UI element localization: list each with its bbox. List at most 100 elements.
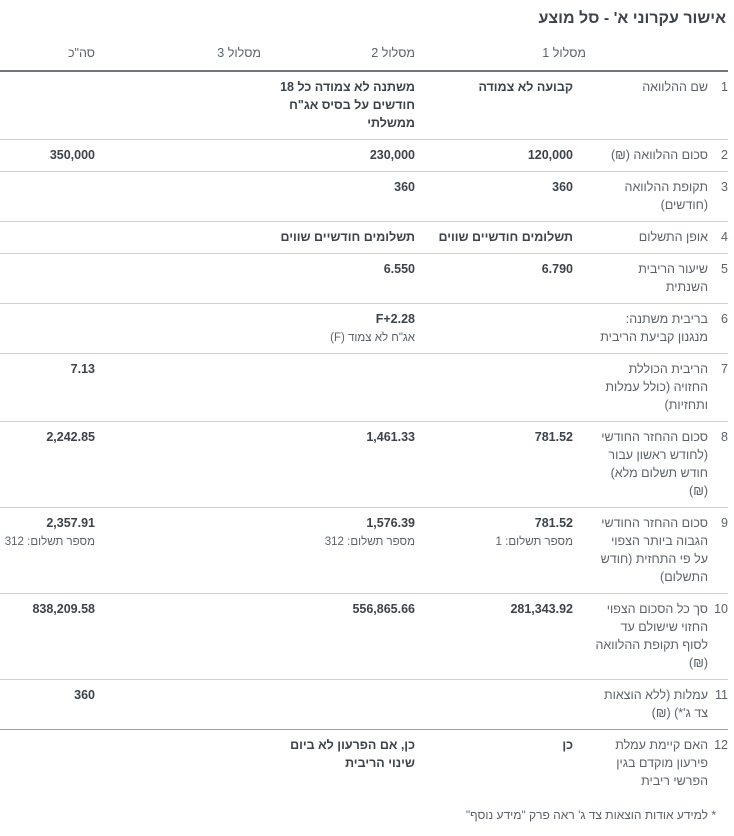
cell-track2: משתנה לא צמודה כל 18 חודשים על בסיס אג"ח… (261, 72, 415, 139)
cell-track2: F+2.28 אג"ח לא צמוד (F) (261, 304, 415, 353)
column-header-track2: מסלול 2 (371, 46, 415, 60)
cell-total (0, 72, 95, 85)
row-label: סכום ההחזר החודשי (לחודש ראשון עבור חודש… (601, 430, 708, 498)
cell-track1 (415, 304, 586, 317)
cell-value: 1,461.33 (366, 430, 415, 444)
row-label-cell: 7 הריבית הכוללת החזויה (כולל עמלות ותחזיו… (586, 354, 728, 421)
cell-value: 281,343.92 (510, 602, 573, 616)
cell-track2: 360 (261, 172, 415, 203)
cell-total: 350,000 (0, 140, 95, 171)
row-number: 4 (721, 230, 728, 244)
table-row: 2 סכום ההלוואה (₪) 120,000 230,000 350,000 (0, 140, 728, 172)
column-header-track3: מסלול 3 (217, 46, 261, 60)
cell-total (0, 730, 95, 743)
cell-total (0, 172, 95, 185)
row-label: שיעור הריבית השנתית (638, 262, 708, 294)
cell-value: משתנה לא צמודה כל 18 חודשים על בסיס אג"ח… (280, 80, 415, 130)
row-number: 9 (721, 516, 728, 530)
cell-track1: 781.52 מספר תשלום: 1 (415, 508, 586, 557)
cell-track1: 781.52 (415, 422, 586, 453)
cell-track1 (415, 354, 586, 367)
cell-track3 (95, 594, 261, 607)
row-label: הריבית הכוללת החזויה (כולל עמלות ותחזיות… (605, 362, 708, 412)
cell-subvalue: מספר תשלום: 312 (324, 536, 415, 548)
table-row: 3 תקופת ההלוואה (חודשים) 360 360 (0, 172, 728, 222)
cell-track2: כן, אם הפרעון לא ביום שינוי הריבית (261, 730, 415, 779)
row-number: 6 (721, 312, 728, 326)
row-label: סכום ההלוואה (₪) (611, 148, 708, 162)
table-row: 11 עמלות (ללא הוצאות צד ג'*) (₪) 360 (0, 680, 728, 730)
page-title: אישור עקרוני א' - סל מוצע (538, 10, 726, 27)
cell-track1: 6.790 (415, 254, 586, 285)
row-label: סכום ההחזר החודשי הגבוה ביותר הצפוי על פ… (600, 516, 708, 584)
cell-track3 (95, 354, 261, 367)
cell-value: 781.52 (534, 516, 573, 530)
cell-track3 (95, 680, 261, 693)
cell-track3 (95, 508, 261, 521)
table-row: 5 שיעור הריבית השנתית 6.790 6.550 (0, 254, 728, 304)
row-number: 8 (721, 430, 728, 444)
column-header-track1: מסלול 1 (542, 46, 586, 60)
cell-value: 7.13 (70, 362, 95, 376)
cell-track1: 360 (415, 172, 586, 203)
cell-total (0, 254, 95, 267)
cell-value: 350,000 (49, 148, 95, 162)
cell-track1: 281,343.92 (415, 594, 586, 625)
footnote: * למידע אודות הוצאות צד ג' ראה פרק "מידע… (465, 808, 716, 822)
cell-track3 (95, 422, 261, 435)
cell-track2: 1,576.39 מספר תשלום: 312 (261, 508, 415, 557)
row-label: תקופת ההלוואה (חודשים) (624, 180, 708, 212)
cell-value: כן (562, 738, 573, 752)
cell-track3 (95, 140, 261, 153)
column-header-spacer (586, 44, 728, 52)
cell-value: 6.790 (541, 262, 573, 276)
cell-value: קבועה לא צמודה (478, 80, 573, 94)
cell-track1: כן (415, 730, 586, 761)
row-number: 1 (721, 80, 728, 94)
row-label: שם ההלוואה (642, 80, 708, 94)
cell-value: 838,209.58 (32, 602, 95, 616)
cell-value: 2,357.91 (46, 516, 95, 530)
cell-value: 1,576.39 (366, 516, 415, 530)
table-row: 8 סכום ההחזר החודשי (לחודש ראשון עבור חוד… (0, 422, 728, 508)
cell-value: תשלומים חודשיים שווים (280, 230, 415, 244)
cell-value: 556,865.66 (352, 602, 415, 616)
row-label-cell: 5 שיעור הריבית השנתית (586, 254, 728, 303)
cell-value: 360 (74, 688, 95, 702)
cell-value: 230,000 (369, 148, 415, 162)
cell-track2: 6.550 (261, 254, 415, 285)
table-row: 12 האם קיימת עמלת פירעון מוקדם בגין הפרשי… (0, 730, 728, 797)
column-header-total: סה"כ (68, 46, 95, 60)
cell-value: F+2.28 (375, 312, 415, 326)
cell-total (0, 304, 95, 317)
row-label-cell: 8 סכום ההחזר החודשי (לחודש ראשון עבור חוד… (586, 422, 728, 507)
table-header: מסלול 1 מסלול 2 מסלול 3 סה"כ (0, 44, 728, 72)
cell-total: 2,242.85 (0, 422, 95, 453)
cell-total (0, 222, 95, 235)
row-label-cell: 2 סכום ההלוואה (₪) (586, 140, 728, 171)
cell-track2: 1,461.33 (261, 422, 415, 453)
cell-value: 6.550 (383, 262, 415, 276)
row-number: 3 (721, 180, 728, 194)
cell-track3 (95, 72, 261, 85)
cell-track1 (415, 680, 586, 693)
cell-track3 (95, 222, 261, 235)
row-label: בריבית משתנה: מנגנון קביעת הריבית (600, 312, 708, 344)
row-label-cell: 11 עמלות (ללא הוצאות צד ג'*) (₪) (586, 680, 728, 729)
row-label-cell: 12 האם קיימת עמלת פירעון מוקדם בגין הפרשי… (586, 730, 728, 797)
row-label: האם קיימת עמלת פירעון מוקדם בגין הפרשי ר… (615, 738, 708, 788)
table-row: 9 סכום ההחזר החודשי הגבוה ביותר הצפוי על … (0, 508, 728, 594)
cell-value: 781.52 (534, 430, 573, 444)
cell-track1: 120,000 (415, 140, 586, 171)
row-label-cell: 4 אופן התשלום (586, 222, 728, 253)
cell-track3 (95, 172, 261, 185)
cell-value: כן, אם הפרעון לא ביום שינוי הריבית (290, 738, 415, 770)
cell-track2: תשלומים חודשיים שווים (261, 222, 415, 253)
row-number: 10 (714, 602, 728, 616)
cell-subvalue: מספר תשלום: 1 (495, 536, 573, 548)
cell-track2 (261, 354, 415, 367)
row-label: אופן התשלום (638, 230, 708, 244)
cell-value: 360 (552, 180, 573, 194)
row-label-cell: 10 סך כל הסכום הצפוי החזוי שישולם עד לסוף… (586, 594, 728, 679)
